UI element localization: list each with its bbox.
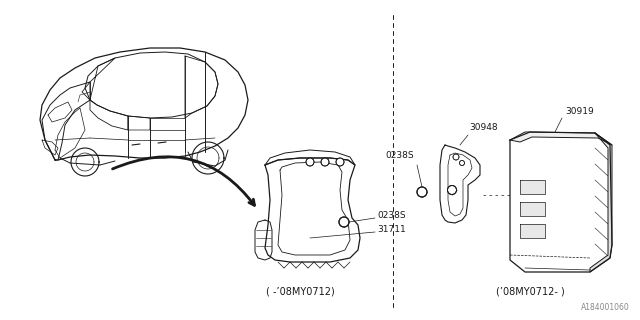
- Circle shape: [321, 158, 329, 166]
- Text: A184001060: A184001060: [581, 303, 630, 313]
- Polygon shape: [590, 133, 612, 272]
- Circle shape: [417, 187, 427, 197]
- Text: 30948: 30948: [469, 124, 498, 132]
- Polygon shape: [85, 52, 218, 118]
- Polygon shape: [278, 162, 350, 255]
- Text: 30919: 30919: [565, 108, 594, 116]
- Polygon shape: [510, 132, 612, 145]
- Polygon shape: [128, 116, 150, 130]
- Polygon shape: [42, 82, 90, 160]
- Polygon shape: [150, 118, 185, 130]
- Text: 31711: 31711: [377, 226, 406, 235]
- Polygon shape: [185, 56, 218, 118]
- Circle shape: [453, 154, 459, 160]
- Polygon shape: [510, 132, 612, 272]
- Polygon shape: [520, 202, 545, 216]
- Polygon shape: [520, 180, 545, 194]
- Text: (’08MY0712- ): (’08MY0712- ): [495, 287, 564, 297]
- Text: ( -’08MY0712): ( -’08MY0712): [266, 287, 334, 297]
- Polygon shape: [440, 145, 480, 223]
- Circle shape: [339, 217, 349, 227]
- Polygon shape: [82, 58, 115, 100]
- Polygon shape: [90, 100, 128, 130]
- Circle shape: [460, 161, 465, 165]
- Circle shape: [447, 186, 456, 195]
- Circle shape: [336, 158, 344, 166]
- Text: 0238S: 0238S: [377, 211, 406, 220]
- Text: 0238S: 0238S: [386, 150, 414, 159]
- Polygon shape: [520, 224, 545, 238]
- Polygon shape: [255, 220, 272, 260]
- Polygon shape: [40, 48, 248, 160]
- Polygon shape: [265, 150, 355, 165]
- Circle shape: [306, 158, 314, 166]
- Polygon shape: [55, 108, 85, 158]
- Polygon shape: [265, 158, 360, 262]
